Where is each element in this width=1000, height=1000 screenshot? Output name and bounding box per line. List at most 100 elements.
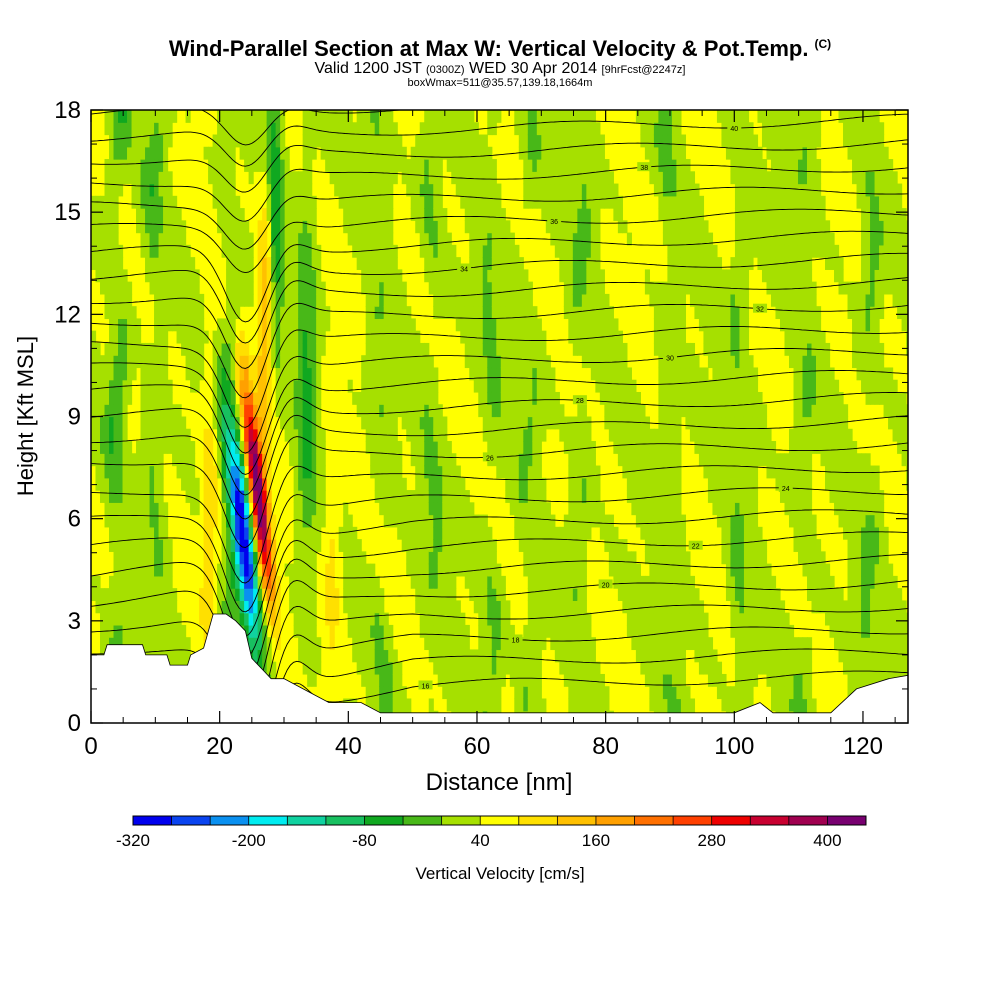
field-cell (730, 490, 736, 503)
field-cell (676, 171, 682, 185)
field-cell (590, 244, 596, 258)
field-cell (194, 306, 200, 320)
field-cell (212, 159, 218, 172)
field-cell (581, 122, 587, 136)
field-cell (554, 391, 560, 405)
field-cell (257, 269, 263, 283)
field-cell (730, 502, 736, 516)
field-cell (329, 110, 335, 111)
field-cell (113, 208, 119, 221)
field-cell (145, 355, 151, 369)
field-cell (590, 220, 596, 234)
field-cell (725, 526, 732, 540)
field-cell (604, 391, 610, 405)
field-cell (352, 208, 358, 221)
field-cell (203, 490, 209, 503)
field-cell (424, 208, 430, 221)
field-cell (356, 649, 362, 663)
field-cell (325, 575, 331, 589)
field-cell (730, 551, 736, 565)
field-cell (131, 624, 137, 638)
field-cell (653, 575, 659, 589)
field-cell (676, 379, 682, 393)
field-cell (478, 624, 484, 638)
field-cell (491, 551, 497, 565)
field-cell (257, 416, 263, 430)
field-cell (127, 526, 133, 540)
field-cell (415, 134, 421, 148)
field-cell (491, 159, 497, 172)
field-cell (689, 269, 696, 283)
field-cell (361, 404, 367, 418)
field-cell (190, 502, 196, 516)
field-cell (122, 404, 128, 418)
field-cell (523, 293, 529, 307)
field-cell (617, 551, 623, 565)
field-cell (136, 146, 142, 160)
field-cell (527, 134, 533, 148)
field-cell (149, 490, 155, 503)
field-cell (289, 306, 295, 320)
field-cell (91, 330, 97, 344)
field-cell (586, 428, 592, 442)
field-cell (311, 330, 317, 344)
field-cell (500, 673, 506, 687)
field-cell (230, 159, 236, 172)
field-cell (158, 281, 164, 295)
field-cell (626, 490, 632, 503)
field-cell (433, 269, 439, 283)
field-cell (253, 110, 259, 123)
field-cell (424, 257, 430, 270)
field-cell (698, 612, 705, 626)
field-cell (181, 624, 187, 638)
field-cell (644, 281, 650, 295)
field-cell (487, 293, 493, 307)
field-cell (734, 661, 741, 675)
field-cell (658, 379, 664, 393)
field-cell (244, 514, 250, 528)
field-cell (563, 244, 569, 258)
field-cell (271, 232, 277, 246)
field-cell (541, 146, 547, 160)
field-cell (563, 637, 569, 651)
field-cell (235, 281, 241, 295)
field-cell (505, 391, 511, 405)
field-cell (550, 539, 556, 552)
field-cell (316, 391, 322, 405)
field-cell (730, 404, 736, 418)
field-cell (437, 649, 443, 663)
field-cell (239, 563, 245, 577)
field-cell (586, 110, 592, 123)
field-cell (194, 281, 200, 295)
field-cell (289, 183, 295, 197)
field-cell (428, 183, 434, 197)
field-cell (514, 379, 520, 393)
field-cell (118, 330, 124, 344)
field-cell (667, 612, 673, 626)
field-cell (734, 355, 741, 369)
field-cell (680, 367, 687, 381)
field-cell (298, 208, 304, 221)
field-cell (316, 477, 322, 491)
field-cell (311, 110, 317, 111)
field-cell (284, 379, 290, 393)
field-cell (563, 428, 569, 442)
field-cell (316, 318, 322, 332)
field-cell (671, 318, 678, 332)
field-cell (235, 477, 241, 491)
field-cell (464, 563, 470, 577)
field-cell (622, 551, 628, 565)
field-cell (145, 551, 151, 565)
field-cell (109, 110, 115, 123)
field-cell (469, 257, 475, 270)
field-cell (415, 159, 421, 172)
field-cell (253, 490, 259, 503)
field-cell (586, 698, 592, 712)
field-cell (289, 269, 295, 283)
field-cell (608, 539, 614, 552)
field-cell (595, 686, 601, 700)
field-cell (442, 686, 448, 700)
field-cell (437, 110, 443, 111)
field-cell (262, 281, 268, 295)
field-cell (388, 342, 394, 356)
